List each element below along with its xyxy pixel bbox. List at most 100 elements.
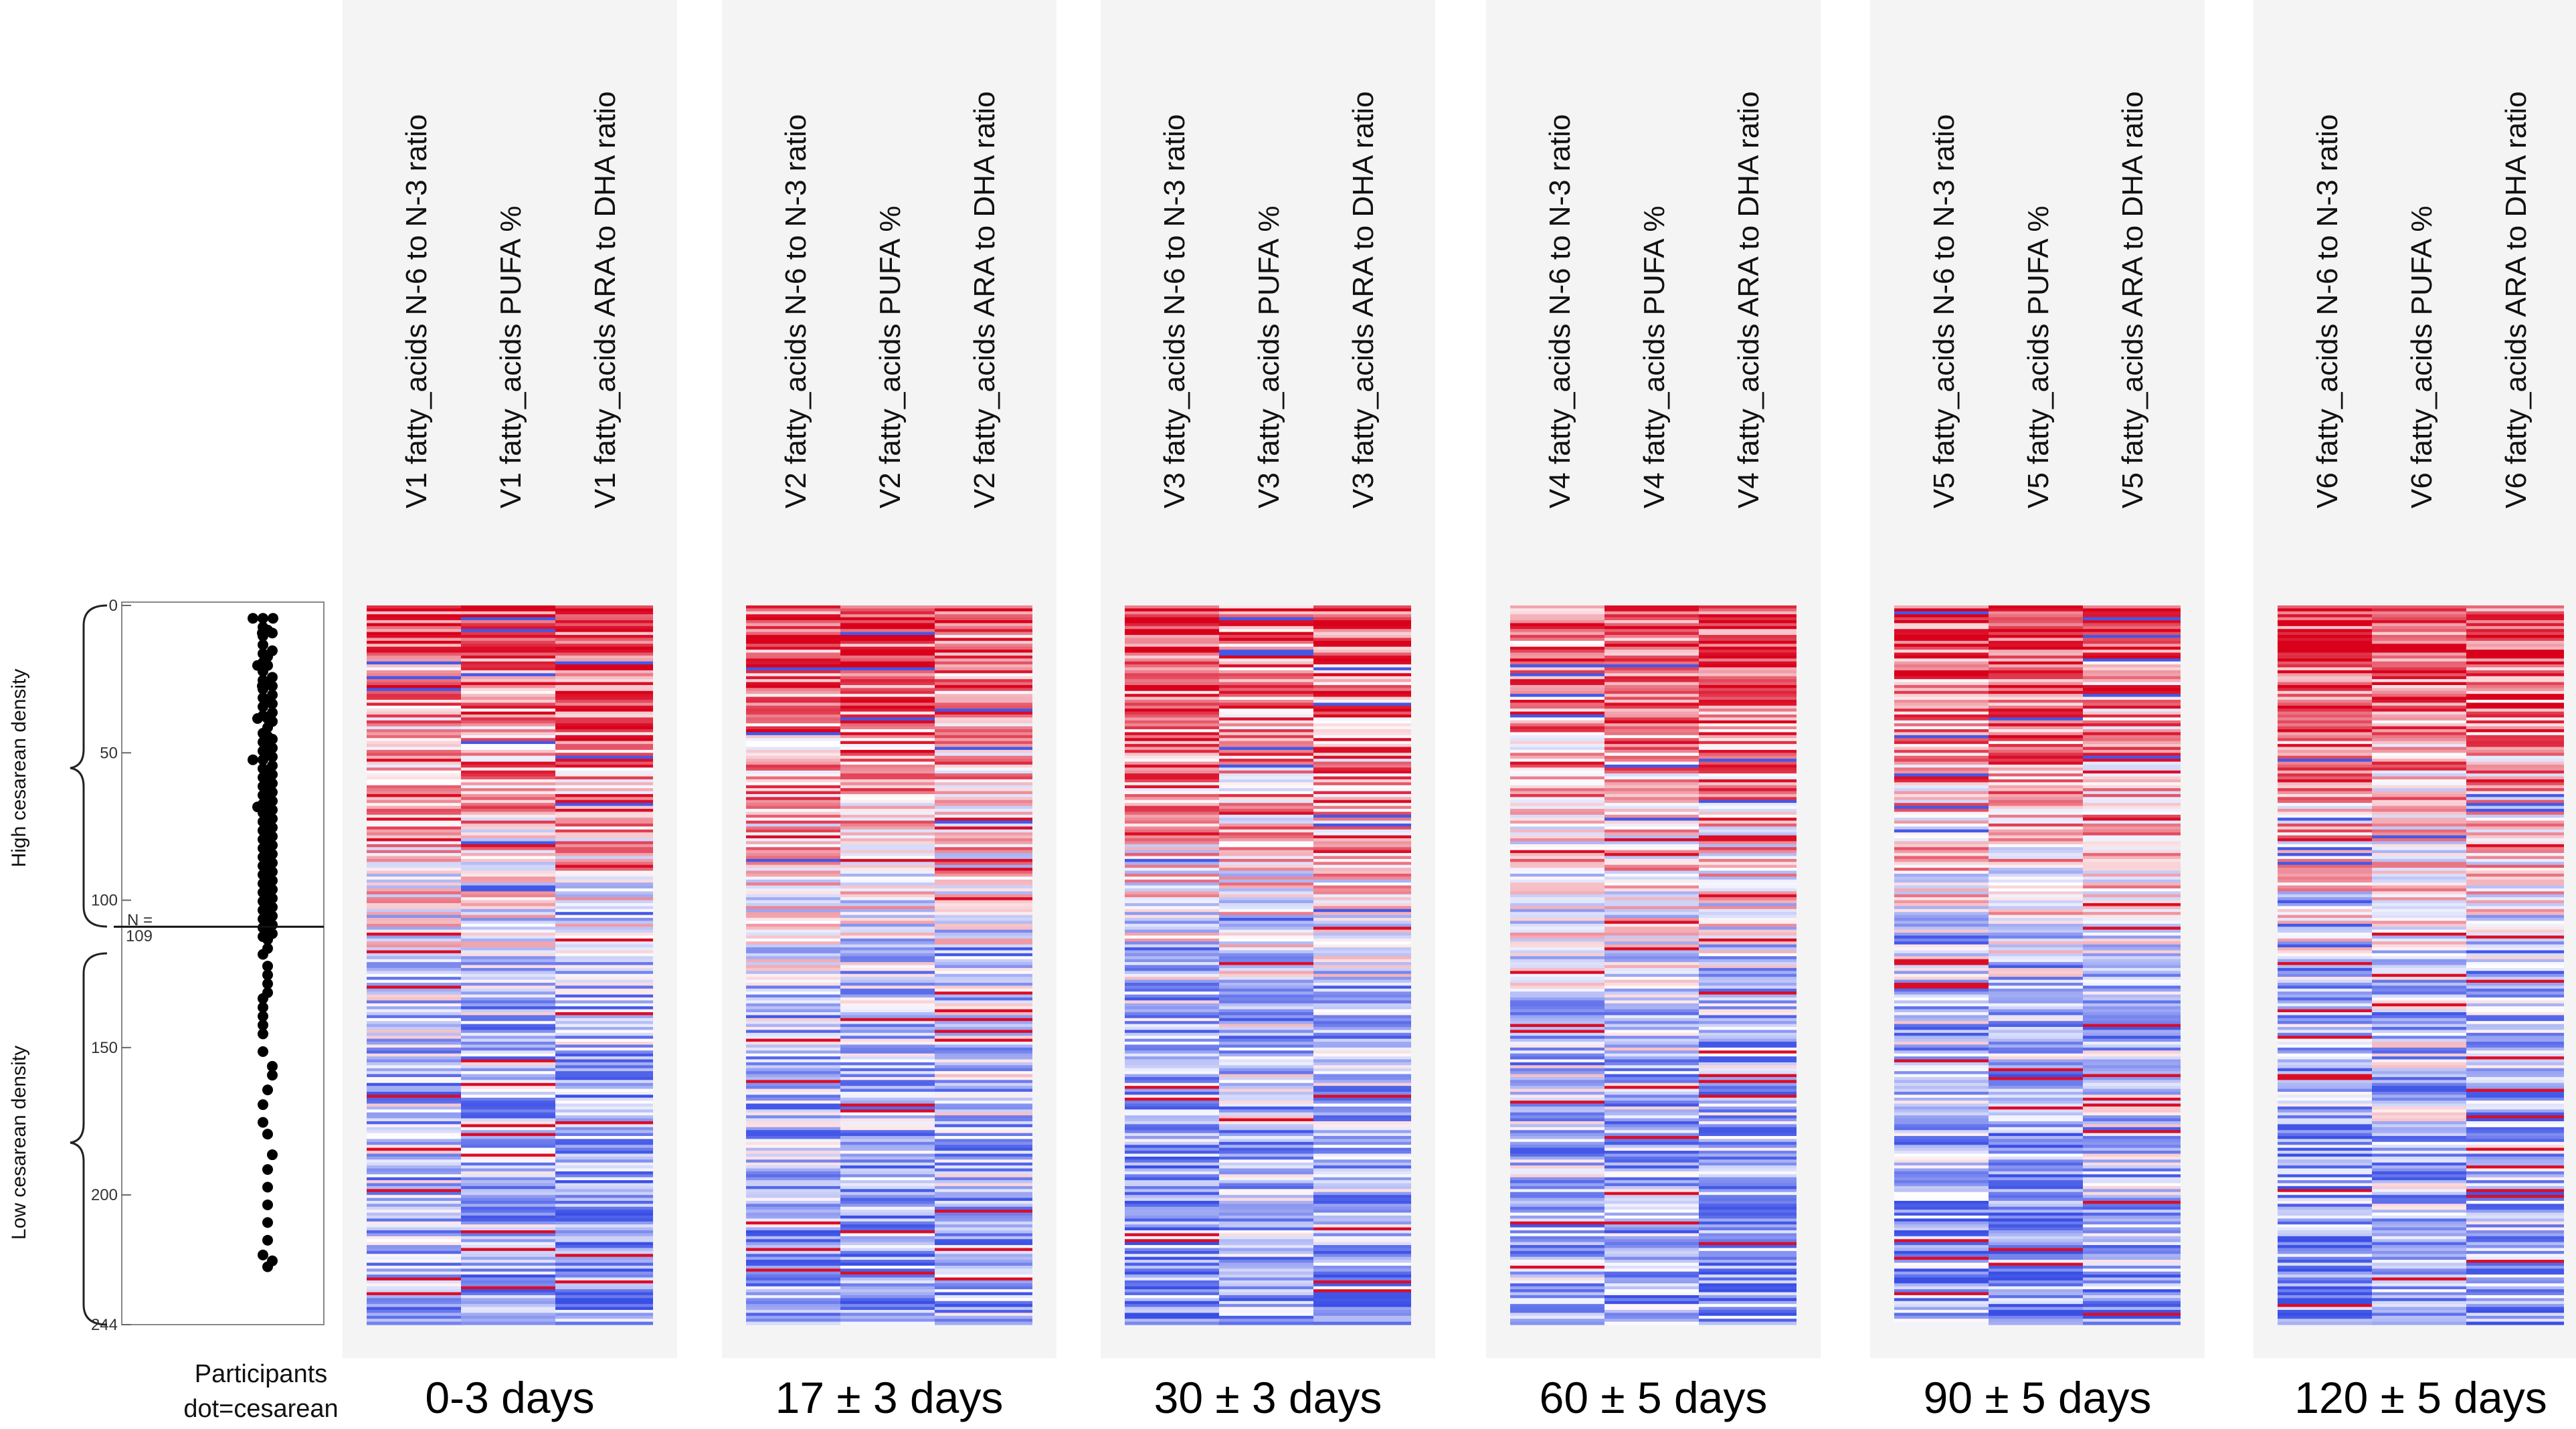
heatmap-cell	[2466, 1218, 2564, 1222]
heatmap-cell	[1699, 912, 1797, 916]
heatmap-cell	[1989, 1262, 2086, 1266]
heatmap-cell	[1894, 1295, 1992, 1299]
heatmap-cell	[2083, 803, 2181, 807]
heatmap-cell	[1510, 1224, 1608, 1228]
heatmap-cell	[1313, 1313, 1411, 1317]
heatmap-cell	[840, 1006, 938, 1010]
heatmap-cell	[1125, 1168, 1222, 1172]
heatmap-cell	[1510, 962, 1608, 966]
heatmap-cell	[1510, 1080, 1608, 1084]
heatmap-cell	[1604, 694, 1702, 698]
heatmap-cell	[1989, 1236, 2086, 1240]
heatmap-cell	[1894, 759, 1992, 763]
heatmap-cell	[935, 773, 1032, 777]
heatmap-cell	[1313, 1206, 1411, 1210]
heatmap-cell	[1510, 776, 1608, 780]
heatmap-cell	[935, 720, 1032, 724]
heatmap-cell	[555, 985, 653, 989]
heatmap-cell	[367, 1076, 464, 1080]
heatmap-cell	[2278, 699, 2375, 703]
heatmap-cell	[935, 1180, 1032, 1184]
cesarean-dot	[267, 1149, 278, 1161]
heatmap-cell	[2278, 965, 2375, 969]
heatmap-cell	[1510, 1056, 1608, 1060]
heatmap-cell	[1510, 1000, 1608, 1004]
heatmap-cell	[367, 947, 464, 951]
heatmap-cell	[935, 741, 1032, 745]
heatmap-panel: V6 fatty_acids N-6 to N-3 ratio V6 fatty_…	[2278, 91, 2564, 1422]
heatmap-cell	[2466, 1204, 2564, 1208]
heatmap-cell	[1313, 1044, 1411, 1048]
heatmap-cell	[2466, 824, 2564, 828]
heatmap-cell	[367, 856, 464, 860]
heatmap-cell	[461, 1242, 559, 1246]
heatmap-cell	[555, 1271, 653, 1275]
heatmap-cell	[935, 1121, 1032, 1125]
heatmap-cell	[1219, 1118, 1317, 1122]
heatmap-cell	[2466, 1130, 2564, 1134]
heatmap-cell	[1313, 1292, 1411, 1296]
heatmap-cell	[2466, 1021, 2564, 1025]
heatmap-cell	[555, 971, 653, 975]
heatmap-cell	[1604, 1024, 1702, 1028]
heatmap-cell	[1604, 902, 1702, 907]
heatmap-cell	[2466, 985, 2564, 989]
heatmap-cell	[2083, 962, 2181, 966]
heatmap-cell	[555, 1000, 653, 1004]
heatmap-cell	[461, 1127, 559, 1131]
heatmap-cell	[555, 967, 653, 971]
heatmap-cell	[461, 1036, 559, 1040]
heatmap-cell	[1894, 1103, 1992, 1107]
heatmap-cell	[2278, 1097, 2375, 1101]
heatmap-cell	[1989, 879, 2086, 883]
heatmap-cell	[1510, 1118, 1608, 1122]
heatmap-cell	[2372, 864, 2470, 868]
heatmap-cell	[2466, 1076, 2564, 1080]
heatmap-cell	[555, 1304, 653, 1308]
heatmap-cell	[461, 921, 559, 925]
heatmap-cell	[367, 644, 464, 648]
heatmap-cell	[935, 1082, 1032, 1086]
heatmap-cell	[1510, 1204, 1608, 1208]
heatmap-cell	[367, 1192, 464, 1196]
heatmap-cell	[1313, 1301, 1411, 1305]
heatmap-cell	[746, 941, 844, 945]
heatmap-cell	[840, 1074, 938, 1078]
heatmap-cell	[2466, 1103, 2564, 1107]
heatmap-cell	[1219, 1056, 1317, 1060]
heatmap-cell	[2372, 611, 2470, 615]
heatmap-cell	[1699, 611, 1797, 615]
heatmap-cell	[2466, 673, 2564, 677]
heatmap-cell	[555, 1027, 653, 1031]
heatmap-cell	[935, 965, 1032, 969]
heatmap-cell	[1219, 1038, 1317, 1042]
heatmap-cell	[1699, 950, 1797, 954]
heatmap-cell	[461, 785, 559, 789]
heatmap-cell	[1219, 868, 1317, 872]
heatmap-cell	[555, 658, 653, 662]
heatmap-cell	[935, 1286, 1032, 1290]
heatmap-cell	[840, 1301, 938, 1305]
heatmap-cell	[1510, 1156, 1608, 1160]
heatmap-cell	[2278, 868, 2375, 872]
heatmap-cell	[1125, 1118, 1222, 1122]
heatmap-cell	[746, 629, 844, 633]
heatmap-cell	[840, 1239, 938, 1243]
heatmap-cell	[1510, 1289, 1608, 1293]
heatmap-cell	[1604, 1280, 1702, 1284]
heatmap-cell	[746, 658, 844, 662]
heatmap-cell	[2278, 1118, 2375, 1122]
cesarean-dot	[252, 713, 263, 725]
heatmap-cell	[1989, 885, 2086, 889]
heatmap-cell	[1604, 873, 1702, 877]
heatmap-cell	[1313, 935, 1411, 939]
heatmap-cell	[1125, 1097, 1222, 1101]
heatmap-cell	[1313, 918, 1411, 922]
heatmap-cell	[2466, 982, 2564, 986]
heatmap-cell	[840, 929, 938, 933]
heatmap-cell	[461, 770, 559, 774]
heatmap-cell	[555, 1298, 653, 1302]
heatmap-cell	[367, 858, 464, 862]
heatmap-cell	[367, 938, 464, 942]
heatmap-cell	[1510, 785, 1608, 789]
